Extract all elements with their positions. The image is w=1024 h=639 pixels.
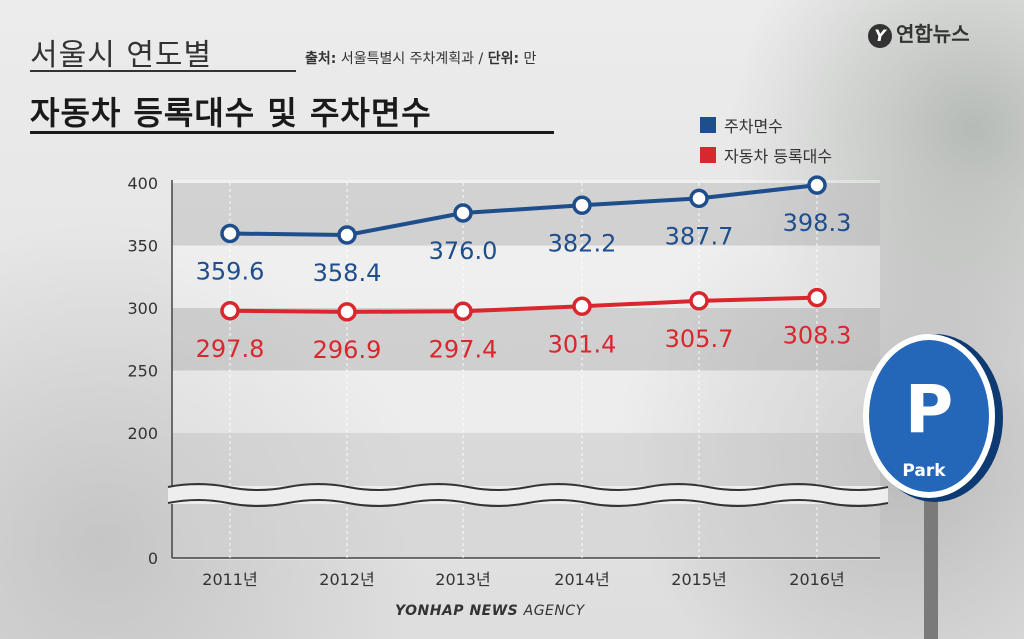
data-point (572, 195, 592, 215)
y-tick-label: 300 (127, 299, 158, 318)
data-point (807, 175, 827, 195)
x-tick-label: 2015년 (671, 570, 726, 589)
yonhap-logo: Y 연합뉴스 (868, 18, 970, 48)
data-label: 382.2 (548, 229, 617, 257)
data-label: 359.6 (196, 258, 265, 286)
yonhap-logo-icon: Y (868, 23, 892, 48)
unit-label: 단위: (487, 51, 520, 67)
unit-value: 만 (523, 51, 537, 67)
title-underline (30, 131, 554, 134)
data-point (337, 225, 357, 245)
data-label: 398.3 (783, 209, 852, 237)
data-point (689, 188, 709, 209)
data-label: 301.4 (548, 330, 617, 358)
source-value: 서울특별시 주차계획과 (340, 51, 475, 67)
title-line-2: 자동차 등록대수 및 주차면수 (30, 94, 432, 132)
chart-legend: 주차면수 자동차 등록대수 (700, 110, 832, 170)
source-label: 출처: (305, 51, 337, 67)
sign-pole (924, 480, 938, 639)
legend-swatch-parking (700, 117, 716, 133)
y-tick-label: 250 (127, 362, 158, 381)
axis-break-line-bottom (167, 499, 889, 507)
sign-letter: P (905, 371, 953, 448)
title-line-1: 서울시 연도별 (30, 38, 213, 73)
data-label: 296.9 (313, 336, 382, 364)
axis-break-gap (168, 486, 888, 504)
x-tick-label: 2011년 (202, 570, 257, 589)
y-tick-label: 350 (127, 237, 158, 256)
x-tick-label: 2014년 (554, 570, 609, 589)
data-point (689, 291, 709, 311)
yonhap-logo-text: 연합뉴스 (896, 22, 970, 46)
y-tick-label: 0 (148, 549, 158, 568)
footer-credit: YONHAP NEWS AGENCY (395, 603, 585, 619)
footer-brand: YONHAP NEWS (395, 603, 519, 619)
legend-item-parking: 주차면수 (700, 110, 832, 140)
data-label: 387.7 (665, 222, 734, 250)
legend-label-cars: 자동차 등록대수 (724, 147, 833, 166)
source-separator: / (478, 51, 484, 67)
data-label: 297.8 (196, 335, 265, 363)
data-point (220, 223, 240, 244)
data-point (220, 301, 240, 321)
legend-label-parking: 주차면수 (724, 117, 783, 136)
sign-face (869, 340, 989, 492)
data-point (807, 287, 827, 308)
data-label: 308.3 (783, 322, 852, 350)
legend-swatch-cars (700, 147, 716, 163)
x-tick-label: 2012년 (319, 570, 374, 589)
data-point (453, 203, 473, 223)
data-label: 297.4 (429, 335, 498, 363)
data-label: 358.4 (313, 259, 382, 287)
data-point (572, 296, 592, 316)
source-note: 출처: 서울특별시 주차계획과 / 단위: 만 (305, 48, 536, 68)
sign-word: Park (902, 461, 946, 481)
data-point (337, 302, 357, 322)
x-tick-label: 2013년 (435, 570, 490, 589)
y-tick-label: 400 (127, 174, 158, 193)
series-line-0 (229, 183, 818, 237)
y-tick-label: 200 (127, 424, 158, 443)
x-tick-label: 2016년 (789, 570, 844, 589)
title-divider (30, 70, 296, 72)
data-point (453, 301, 473, 321)
band-250-300 (172, 308, 880, 371)
axis-break-line-top (167, 483, 889, 491)
footer-agency: AGENCY (523, 603, 585, 619)
data-label: 305.7 (665, 325, 734, 353)
series-line-1 (229, 295, 818, 314)
legend-item-cars: 자동차 등록대수 (700, 140, 832, 170)
data-label: 376.0 (429, 237, 498, 265)
